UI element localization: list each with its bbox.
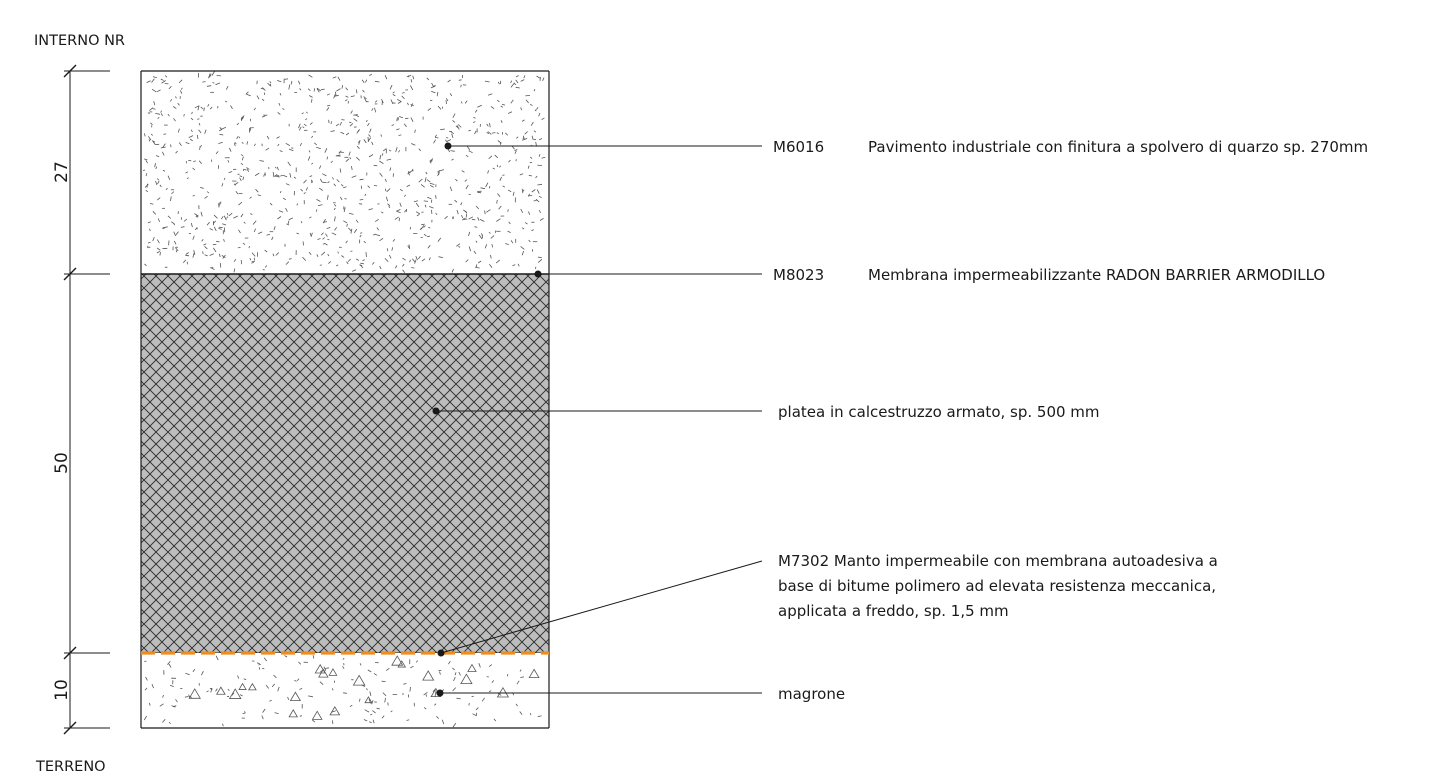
- layer-magrone: [141, 653, 549, 728]
- label-pavimento-text: Pavimento industriale con finitura a spo…: [868, 138, 1368, 156]
- label-manto-line-3: applicata a freddo, sp. 1,5 mm: [778, 602, 1009, 620]
- label-pavimento-code: M6016: [773, 138, 824, 156]
- pavimento-texture: [143, 71, 546, 274]
- dimension-line: [63, 64, 110, 735]
- top-label: INTERNO NR: [34, 33, 125, 49]
- dimension-label-50: 50: [52, 452, 72, 474]
- layer-pavimento: [141, 71, 549, 274]
- label-platea-text: platea in calcestruzzo armato, sp. 500 m…: [778, 403, 1100, 421]
- dimension-label-10: 10: [52, 679, 72, 701]
- bottom-label: TERRENO: [35, 759, 106, 775]
- label-membrana-text: Membrana impermeabilizzante RADON BARRIE…: [868, 266, 1325, 284]
- layer-platea: [140, 273, 550, 654]
- dimension-label-27: 27: [52, 161, 72, 183]
- label-manto-line-1: M7302 Manto impermeabile con membrana au…: [778, 552, 1218, 570]
- label-membrana-code: M8023: [773, 266, 824, 284]
- section-outline: [140, 70, 550, 729]
- label-manto-line-2: base di bitume polimero ad elevata resis…: [778, 577, 1216, 595]
- label-magrone-text: magrone: [778, 685, 845, 703]
- leader-lines: [432, 142, 763, 697]
